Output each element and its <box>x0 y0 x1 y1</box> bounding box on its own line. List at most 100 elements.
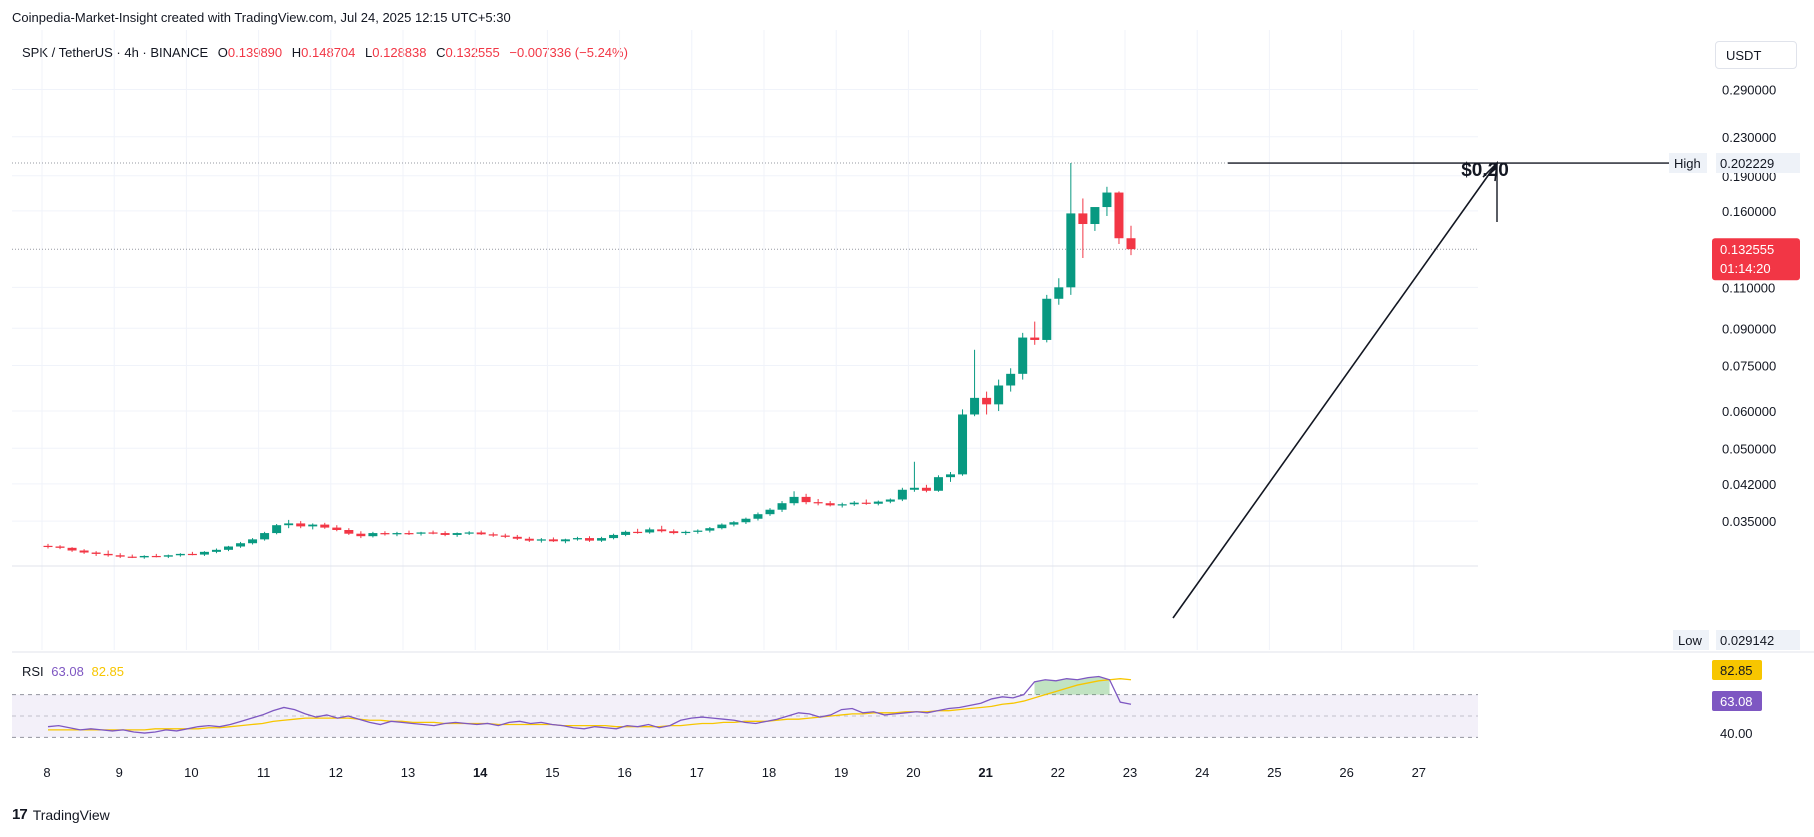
candle-body <box>1030 337 1040 340</box>
candle <box>717 523 727 530</box>
candle <box>476 530 486 535</box>
candle-body <box>933 477 943 491</box>
candle-body <box>813 502 823 504</box>
candle-body <box>657 529 667 532</box>
candle <box>994 379 1004 412</box>
candle <box>1030 321 1040 345</box>
candle <box>320 522 330 529</box>
currency-unit-button[interactable]: USDT <box>1715 41 1797 69</box>
tradingview-footer[interactable]: 17 TradingView <box>12 806 110 823</box>
time-tick-label: 27 <box>1412 765 1426 780</box>
time-tick-label: 26 <box>1339 765 1353 780</box>
candle-body <box>103 553 113 556</box>
high-label-bg <box>1669 153 1707 174</box>
candle-body <box>332 527 342 531</box>
candle-body <box>260 533 270 540</box>
candle <box>645 527 655 534</box>
candle-body <box>67 547 77 551</box>
candle <box>657 525 667 533</box>
candle-body <box>669 531 679 534</box>
candle-body <box>464 532 474 534</box>
candle-body <box>609 534 619 539</box>
candle-body <box>91 552 101 554</box>
candle <box>248 538 258 545</box>
arrow-head-icon <box>1482 160 1499 182</box>
candle <box>356 531 366 539</box>
candle <box>921 484 931 493</box>
price-tick-label: 0.230000 <box>1722 130 1776 145</box>
candle <box>849 501 859 506</box>
candle-body <box>127 556 137 558</box>
low-value: 0.128838 <box>372 45 427 60</box>
candle-body <box>982 397 992 405</box>
candle-body <box>585 538 594 541</box>
candle <box>609 533 619 540</box>
candle <box>380 531 390 536</box>
candle-body <box>296 523 306 527</box>
candle-body <box>380 533 390 535</box>
time-tick-label: 13 <box>401 765 415 780</box>
candle <box>1066 163 1076 295</box>
candle-body <box>211 549 221 552</box>
candle <box>536 538 546 543</box>
candle <box>633 528 643 534</box>
candle <box>1018 332 1028 380</box>
candle <box>284 519 294 529</box>
rsi-label[interactable]: RSI <box>22 664 44 679</box>
symbol-name[interactable]: SPK / TetherUS · 4h · BINANCE <box>22 45 209 60</box>
candle <box>597 536 607 542</box>
candle-body <box>115 555 125 557</box>
candle <box>187 551 197 556</box>
candle-body <box>1090 207 1100 225</box>
candle-body <box>1006 373 1016 386</box>
candle-body <box>1114 192 1124 239</box>
candle-body <box>512 536 522 539</box>
candles-layer <box>43 163 1136 559</box>
candle-body <box>958 414 968 475</box>
candle <box>224 545 233 552</box>
candle <box>464 531 474 535</box>
candle-body <box>789 496 799 504</box>
candle-body <box>765 509 775 515</box>
candle <box>693 529 703 534</box>
candle-body <box>693 530 703 532</box>
time-axis: 8 9 10 11 12 13 14 15 16 17 18 19 20 21 22 23 24 25 26 27 <box>43 765 1426 780</box>
candle-body <box>1066 213 1076 288</box>
price-axis: 0.2900000.2300000.1900000.1600000.110000… <box>1669 82 1800 650</box>
low-value: 0.029142 <box>1720 633 1774 648</box>
price-tick-label: 0.160000 <box>1722 204 1776 219</box>
candle-body <box>404 533 414 535</box>
price-tick-label: 0.090000 <box>1722 321 1776 336</box>
candle-body <box>777 503 787 510</box>
candle-body <box>849 502 859 505</box>
chart-attribution: Coinpedia-Market-Insight created with Tr… <box>12 10 511 25</box>
candle-body <box>368 533 378 537</box>
candle-body <box>272 525 282 534</box>
candle-body <box>55 546 65 548</box>
candle <box>512 534 522 540</box>
candle-body <box>548 539 558 542</box>
high-value-bg <box>1716 153 1800 174</box>
rsi-pane: 82.85 63.08 40.00 <box>12 660 1762 741</box>
candle <box>103 550 113 557</box>
time-tick-label: 19 <box>834 765 848 780</box>
candle-body <box>741 518 751 523</box>
time-tick-label: 23 <box>1123 765 1137 780</box>
tradingview-logo-icon: 17 <box>12 806 28 823</box>
time-tick-label: 11 <box>257 765 271 780</box>
candle-body <box>1054 287 1064 299</box>
candle-body <box>681 531 691 534</box>
candle <box>211 548 221 554</box>
low-label-bg <box>1673 630 1709 650</box>
candle <box>115 553 125 559</box>
time-tick-label: 12 <box>329 765 343 780</box>
candle <box>199 551 209 556</box>
candle-body <box>1126 238 1136 250</box>
candle <box>970 349 980 417</box>
candle-body <box>825 503 835 506</box>
candle <box>272 524 282 535</box>
candle-body <box>236 543 246 547</box>
last-price-box <box>1712 238 1800 281</box>
time-tick-label: 22 <box>1051 765 1065 780</box>
